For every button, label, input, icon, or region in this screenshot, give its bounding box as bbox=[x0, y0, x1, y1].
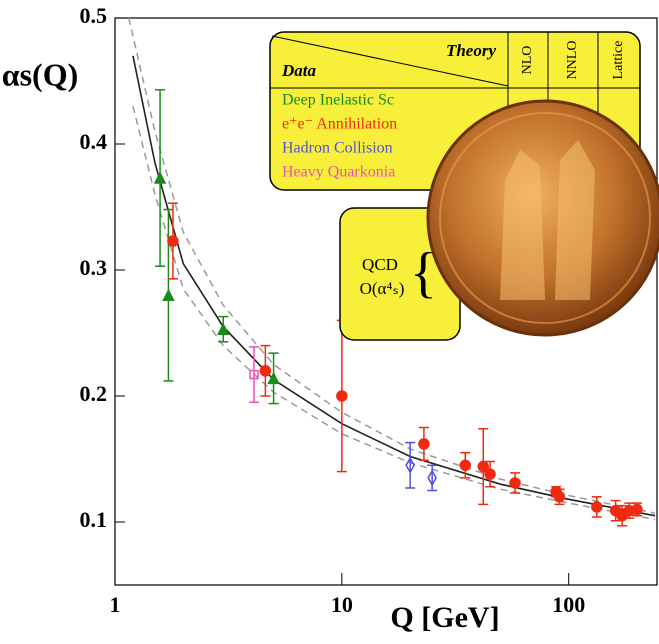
y-tick-label: 0.5 bbox=[80, 3, 108, 28]
legend-column: NLO bbox=[520, 46, 535, 75]
legend-data-header: Data bbox=[281, 61, 317, 80]
point bbox=[592, 502, 602, 512]
point bbox=[168, 236, 178, 246]
legend-label: e⁺e⁻ Annihilation bbox=[282, 116, 397, 133]
point bbox=[419, 439, 429, 449]
y-tick-label: 0.2 bbox=[80, 381, 108, 406]
legend-theory-header: Theory bbox=[446, 41, 497, 60]
point bbox=[510, 478, 520, 488]
point bbox=[155, 173, 165, 183]
y-axis-label: αs(Q) bbox=[2, 56, 79, 92]
y-tick-label: 0.3 bbox=[80, 255, 108, 280]
x-tick-label: 1 bbox=[110, 592, 121, 617]
point bbox=[163, 290, 173, 300]
page: {"chart_data": { "type": "scatter", "y_l… bbox=[0, 0, 659, 644]
theory-text: O(α⁴ₛ) bbox=[360, 279, 405, 298]
point bbox=[554, 492, 564, 502]
x-tick-label: 100 bbox=[552, 592, 585, 617]
point bbox=[632, 504, 642, 514]
legend-label: Hadron Collision bbox=[282, 140, 393, 157]
chart: 0.1 0.2 0.3 0.4 0.5 1 10 100 αs(Q) Q [GeV] Data T… bbox=[0, 0, 659, 639]
x-axis-label: Q [GeV] bbox=[390, 601, 499, 634]
x-tick-label: 10 bbox=[331, 592, 353, 617]
point bbox=[260, 366, 270, 376]
legend-column: NNLO bbox=[565, 41, 580, 80]
theory-text: QCD bbox=[362, 255, 398, 274]
legend-column: Lattice bbox=[611, 41, 626, 80]
legend-label: Heavy Quarkonia bbox=[282, 164, 395, 181]
legend-label: Deep Inelastic Sc bbox=[282, 92, 394, 109]
point bbox=[460, 460, 470, 470]
y-tick-label: 0.1 bbox=[80, 507, 108, 532]
y-tick-label: 0.4 bbox=[80, 129, 108, 154]
point bbox=[337, 391, 347, 401]
point bbox=[485, 469, 495, 479]
